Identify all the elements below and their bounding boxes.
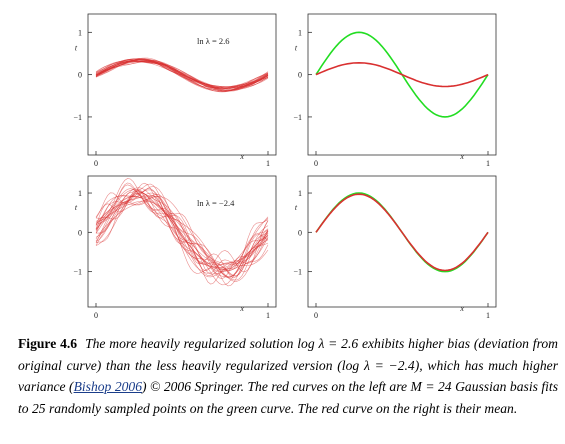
lambda-annotation: ln λ = 2.6 <box>197 36 230 46</box>
series-line <box>95 193 269 278</box>
citation-link[interactable]: Bishop 2006 <box>73 379 143 394</box>
y-tick-label: −1 <box>73 268 82 277</box>
x-tick-label: 1 <box>266 159 270 168</box>
caption-label: Figure 4.6 <box>18 336 78 351</box>
x-axis-label: x <box>459 304 464 313</box>
series-line <box>95 183 269 287</box>
y-axis-label: t <box>295 203 298 212</box>
axes-frame <box>87 13 277 156</box>
figure-caption: Figure 4.6 The more heavily regularized s… <box>18 333 558 419</box>
panel-top-right: 10−10 1tx <box>293 13 497 168</box>
y-tick-label: 0 <box>298 71 302 80</box>
y-tick-label: 1 <box>298 28 302 37</box>
y-tick-label: −1 <box>293 113 302 122</box>
x-axis-label: x <box>239 304 244 313</box>
figure: 1 0 −1 0 1 t x ln λ = 2.6 1 0 −1 0 1 t x 1 0 −1 0 1 t x ln λ =… <box>73 13 497 320</box>
y-axis-label: t <box>75 44 78 53</box>
x-tick-label: 0 <box>94 311 98 320</box>
x-tick-label: 0 <box>314 159 318 168</box>
y-axis-label: t <box>75 203 78 212</box>
y-axis-label: t <box>295 44 298 53</box>
series-line <box>315 193 489 272</box>
caption-text-1: The more heavily regularized solution lo… <box>18 336 558 394</box>
x-tick-label: 0 <box>94 159 98 168</box>
series-line <box>95 188 269 275</box>
x-tick-label: 0 <box>314 311 318 320</box>
series-line <box>95 182 269 280</box>
x-axis-label: x <box>239 152 244 161</box>
series-line <box>95 61 269 88</box>
series-line <box>95 57 269 92</box>
panel-bottom-right: 10−10 1tx <box>293 175 497 320</box>
axes-frame <box>307 13 497 156</box>
series-line <box>95 192 269 271</box>
y-tick-label: −1 <box>73 113 82 122</box>
y-tick-label: 0 <box>78 71 82 80</box>
series-line <box>95 187 269 278</box>
y-tick-label: 0 <box>298 228 302 237</box>
y-tick-label: 1 <box>78 189 82 198</box>
y-tick-label: −1 <box>293 268 302 277</box>
y-tick-label: 1 <box>298 189 302 198</box>
series-line <box>95 196 269 266</box>
x-tick-label: 1 <box>266 311 270 320</box>
axes-frame <box>307 175 497 308</box>
series-line <box>95 178 269 278</box>
y-tick-label: 1 <box>78 28 82 37</box>
y-tick-label: 0 <box>78 228 82 237</box>
x-axis-label: x <box>459 152 464 161</box>
x-tick-label: 1 <box>486 159 490 168</box>
x-tick-label: 1 <box>486 311 490 320</box>
lambda-annotation: ln λ = −2.4 <box>197 198 235 208</box>
caption-text-2: ) © 2006 Springer. The red curves on the… <box>18 379 558 416</box>
series-line <box>95 188 269 279</box>
series-line <box>95 190 269 285</box>
series-line <box>95 191 269 277</box>
axes-frame <box>87 175 277 308</box>
series-line <box>315 61 489 88</box>
series-line <box>95 59 269 90</box>
